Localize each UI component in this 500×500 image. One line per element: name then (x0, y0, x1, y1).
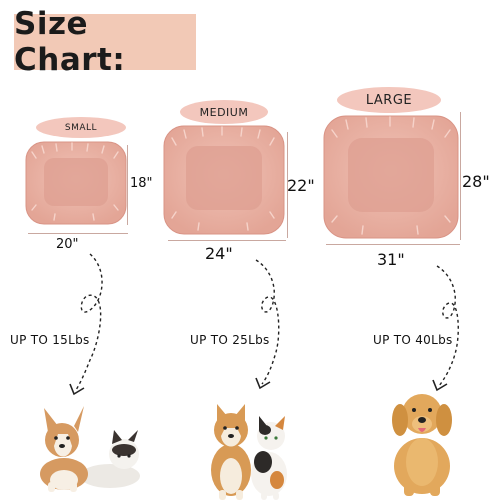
medium-depth-line (287, 132, 288, 238)
large-bed-image (323, 115, 459, 239)
large-width-label: 31" (377, 250, 405, 269)
medium-bed-image (163, 125, 285, 235)
small-width-line (28, 233, 128, 234)
shiba-and-calico-cat-icon (211, 404, 287, 500)
size-badge-medium: MEDIUM (180, 100, 268, 124)
size-chart-title-box: Size Chart: (14, 6, 196, 78)
large-width-line (326, 244, 460, 245)
small-depth-label: 18" (130, 176, 153, 191)
small-weight-label: UP TO 15Lbs (10, 333, 90, 347)
medium-width-line (168, 240, 286, 241)
dashed-curved-arrow-icon (69, 253, 103, 396)
page-title: Size Chart: (14, 6, 126, 78)
small-width-label: 20" (56, 237, 79, 252)
dashed-curved-arrow-icon (255, 259, 280, 390)
size-badge-small: SMALL (36, 117, 126, 138)
large-weight-label: UP TO 40Lbs (373, 333, 453, 347)
medium-width-label: 24" (205, 244, 233, 263)
corgi-and-cat-icon (40, 406, 140, 492)
size-badge-large: LARGE (337, 87, 441, 113)
small-depth-line (127, 145, 128, 225)
large-depth-label: 28" (462, 172, 490, 191)
dashed-curved-arrow-icon (432, 265, 459, 392)
golden-retriever-icon (392, 394, 452, 496)
small-bed-image (25, 141, 127, 225)
medium-weight-label: UP TO 25Lbs (190, 333, 270, 347)
medium-depth-label: 22" (287, 176, 315, 195)
large-depth-line (460, 112, 461, 240)
